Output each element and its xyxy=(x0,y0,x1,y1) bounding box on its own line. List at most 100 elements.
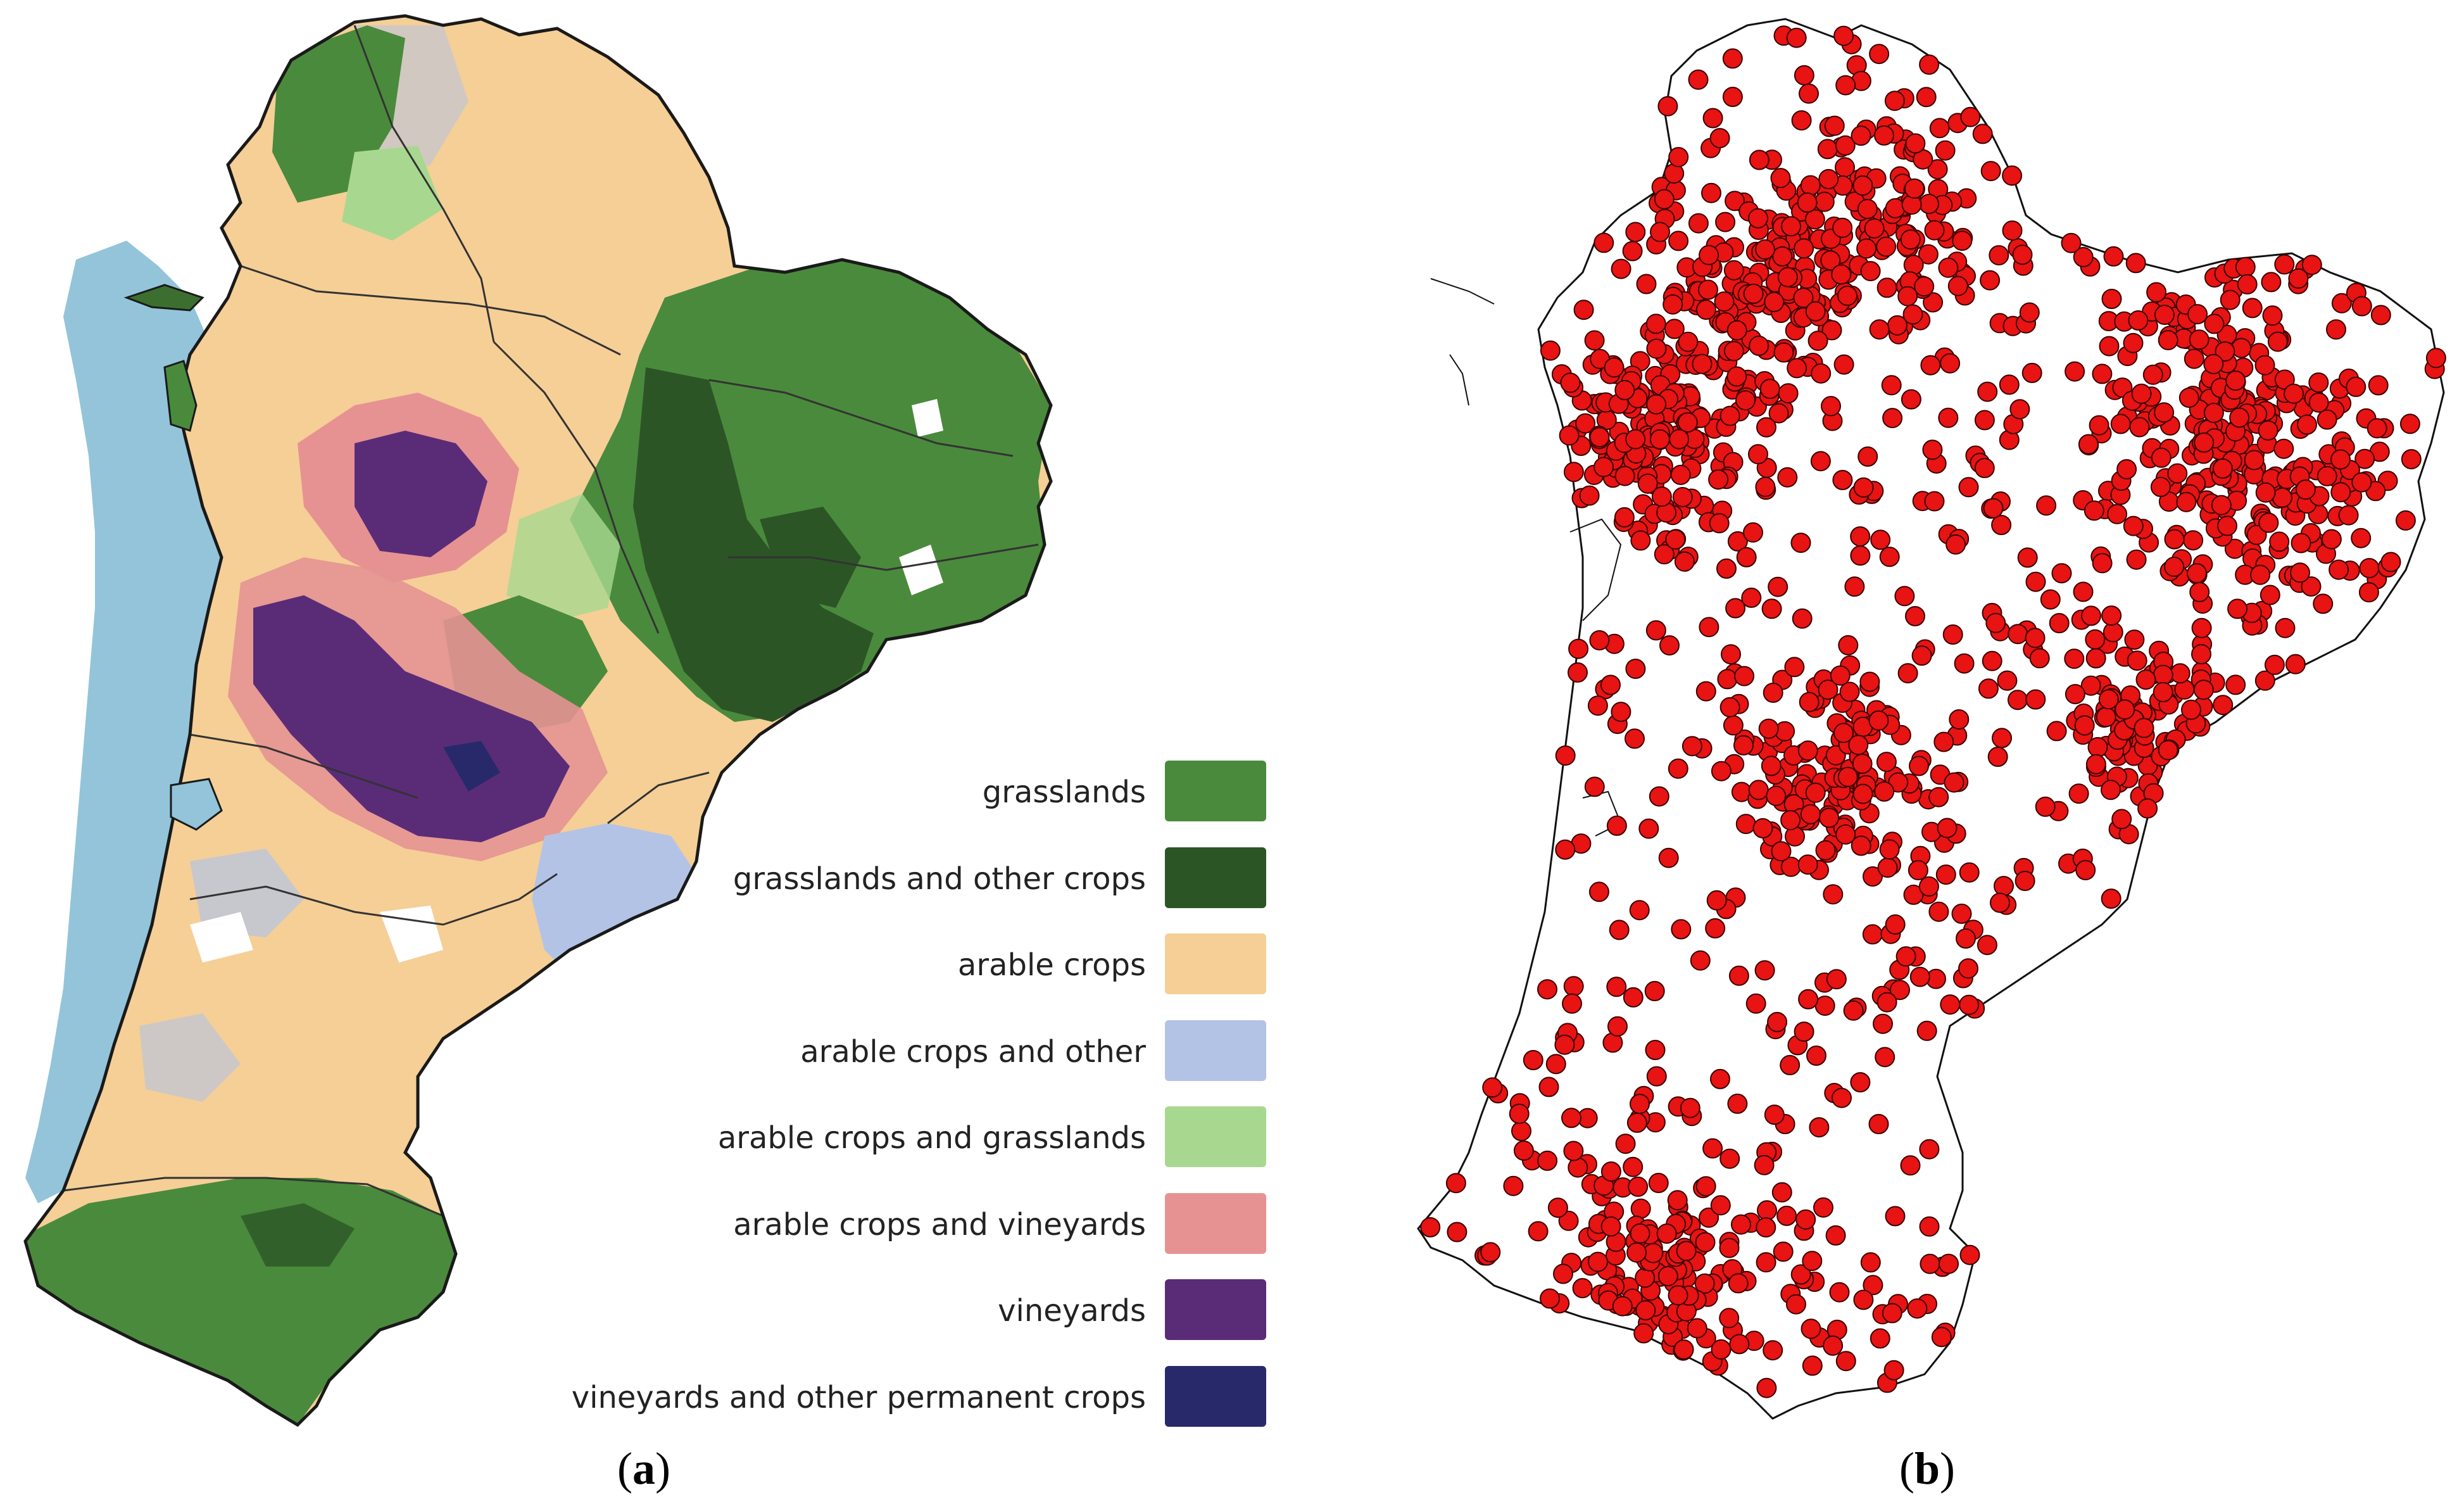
sample-point xyxy=(2078,434,2099,455)
sample-point xyxy=(1924,220,1945,241)
sample-point xyxy=(1911,645,1932,666)
sample-point xyxy=(1555,839,1576,860)
sample-point xyxy=(1901,389,1921,410)
sample-point xyxy=(1726,366,1747,387)
legend-swatch xyxy=(1165,847,1266,908)
sample-point xyxy=(1745,993,1766,1014)
sample-points xyxy=(1420,25,2446,1398)
sample-point xyxy=(1818,168,1839,189)
sample-point xyxy=(2073,247,2094,267)
sample-point xyxy=(2151,447,2172,468)
sample-point xyxy=(1630,530,1651,551)
sample-point xyxy=(2002,220,2023,241)
sample-point xyxy=(2137,798,2158,819)
sample-point xyxy=(1604,357,1625,378)
sample-point xyxy=(1980,270,2001,291)
sample-point xyxy=(1826,969,1847,990)
sample-point xyxy=(1709,513,1730,534)
sample-point xyxy=(1949,709,1970,730)
sample-point xyxy=(1825,1225,1846,1246)
sample-point xyxy=(2297,414,2317,435)
sample-point xyxy=(2330,449,2351,470)
sample-point xyxy=(1723,715,1744,736)
sample-point xyxy=(1790,533,1811,553)
sample-point xyxy=(1614,507,1635,528)
sample-point xyxy=(2246,524,2267,545)
sample-point xyxy=(2158,740,2178,761)
sample-point xyxy=(1667,1190,1688,1211)
sample-point xyxy=(1881,375,1902,396)
sample-point xyxy=(1711,761,1732,781)
sample-point xyxy=(1611,258,1631,279)
sample-point xyxy=(1773,342,1794,363)
sample-point xyxy=(1677,412,1698,433)
sample-point xyxy=(1823,884,1844,905)
island-oleron xyxy=(163,360,198,432)
sample-point xyxy=(2017,547,2038,568)
sample-point xyxy=(1754,1154,1775,1175)
sample-point xyxy=(1831,264,1852,285)
legend-label: arable crops and other xyxy=(800,1034,1146,1070)
sample-point xyxy=(1626,1242,1647,1263)
sample-point xyxy=(1752,818,1773,838)
sample-point xyxy=(1568,1157,1588,1178)
sample-point xyxy=(1606,977,1627,997)
sample-point xyxy=(1894,586,1915,607)
sample-point xyxy=(1630,1094,1650,1115)
sample-point xyxy=(2291,533,2311,553)
sample-point xyxy=(1954,653,1975,674)
sample-point xyxy=(2049,613,2070,633)
legend-swatch xyxy=(1165,933,1266,994)
sample-point xyxy=(1814,191,1835,212)
legend-swatch xyxy=(1165,761,1266,821)
sample-point xyxy=(1857,199,1878,219)
sample-point xyxy=(1974,458,1995,478)
sample-point xyxy=(1844,576,1865,597)
sample-point xyxy=(2189,581,2210,602)
sample-point xyxy=(1540,1288,1560,1309)
sample-point xyxy=(1771,1182,1792,1203)
sample-point xyxy=(2288,268,2309,289)
sample-point xyxy=(1665,529,1686,550)
sample-point xyxy=(1938,257,1959,278)
sample-point xyxy=(1668,147,1689,168)
sample-point xyxy=(1935,140,1956,161)
sample-point xyxy=(1928,787,1949,807)
sample-point xyxy=(2260,585,2280,605)
sample-point xyxy=(1850,526,1871,547)
sample-point xyxy=(1657,96,1678,117)
sample-point xyxy=(1784,657,1805,678)
sample-point xyxy=(1768,403,1789,424)
sample-point xyxy=(1717,669,1738,690)
sample-point xyxy=(2126,549,2147,570)
map-panel-b xyxy=(1393,0,2464,1431)
sample-point xyxy=(1838,635,1859,655)
sample-point xyxy=(1420,1217,1441,1237)
sample-point xyxy=(1863,866,1883,887)
sample-point xyxy=(2123,332,2144,353)
sample-point xyxy=(1710,1068,1730,1089)
sample-point xyxy=(1646,1066,1667,1087)
sample-point xyxy=(1786,27,1807,48)
sample-point xyxy=(1843,1000,1864,1021)
sample-point xyxy=(2193,680,2214,700)
sample-point xyxy=(1935,864,1956,885)
sample-point xyxy=(1905,133,1926,154)
sample-point xyxy=(1555,745,1576,766)
vineyard-zone-bordeaux xyxy=(253,595,570,842)
sample-point xyxy=(1759,379,1780,399)
legend-item-arable: arable crops xyxy=(557,930,1279,1016)
sample-point xyxy=(1903,255,1924,275)
sample-point xyxy=(1874,781,1895,802)
sample-point xyxy=(1824,115,1845,136)
sample-point xyxy=(2085,629,2106,650)
sample-point xyxy=(1705,918,1726,939)
sample-point xyxy=(2346,376,2367,397)
sample-point xyxy=(2191,644,2211,664)
sample-point xyxy=(1537,1150,1558,1171)
sample-point xyxy=(1864,218,1885,239)
sample-point xyxy=(1722,48,1743,69)
sample-point xyxy=(1987,747,2008,767)
sample-point xyxy=(1874,125,1894,146)
sample-point xyxy=(1773,1241,1794,1262)
